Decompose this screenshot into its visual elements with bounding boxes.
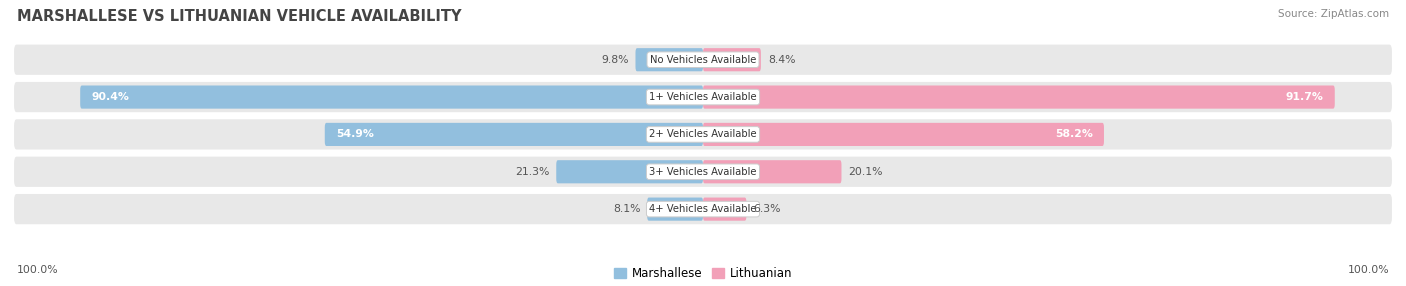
FancyBboxPatch shape bbox=[14, 82, 1392, 112]
FancyBboxPatch shape bbox=[557, 160, 703, 183]
Text: 8.1%: 8.1% bbox=[613, 204, 640, 214]
FancyBboxPatch shape bbox=[14, 157, 1392, 187]
Text: MARSHALLESE VS LITHUANIAN VEHICLE AVAILABILITY: MARSHALLESE VS LITHUANIAN VEHICLE AVAILA… bbox=[17, 9, 461, 23]
Text: 8.4%: 8.4% bbox=[768, 55, 796, 65]
Text: 54.9%: 54.9% bbox=[336, 130, 374, 139]
Text: 58.2%: 58.2% bbox=[1054, 130, 1092, 139]
Legend: Marshallese, Lithuanian: Marshallese, Lithuanian bbox=[609, 262, 797, 285]
FancyBboxPatch shape bbox=[703, 123, 1104, 146]
FancyBboxPatch shape bbox=[80, 86, 703, 109]
Text: 9.8%: 9.8% bbox=[602, 55, 628, 65]
Text: 20.1%: 20.1% bbox=[848, 167, 883, 177]
FancyBboxPatch shape bbox=[636, 48, 703, 71]
FancyBboxPatch shape bbox=[703, 198, 747, 221]
Text: Source: ZipAtlas.com: Source: ZipAtlas.com bbox=[1278, 9, 1389, 19]
FancyBboxPatch shape bbox=[325, 123, 703, 146]
Text: 100.0%: 100.0% bbox=[1347, 265, 1389, 275]
FancyBboxPatch shape bbox=[14, 45, 1392, 75]
Text: No Vehicles Available: No Vehicles Available bbox=[650, 55, 756, 65]
FancyBboxPatch shape bbox=[14, 119, 1392, 150]
Text: 91.7%: 91.7% bbox=[1286, 92, 1323, 102]
Text: 4+ Vehicles Available: 4+ Vehicles Available bbox=[650, 204, 756, 214]
FancyBboxPatch shape bbox=[703, 86, 1334, 109]
FancyBboxPatch shape bbox=[14, 194, 1392, 224]
Text: 3+ Vehicles Available: 3+ Vehicles Available bbox=[650, 167, 756, 177]
FancyBboxPatch shape bbox=[647, 198, 703, 221]
Text: 6.3%: 6.3% bbox=[754, 204, 780, 214]
Text: 2+ Vehicles Available: 2+ Vehicles Available bbox=[650, 130, 756, 139]
FancyBboxPatch shape bbox=[703, 48, 761, 71]
Text: 21.3%: 21.3% bbox=[515, 167, 550, 177]
Text: 1+ Vehicles Available: 1+ Vehicles Available bbox=[650, 92, 756, 102]
Text: 90.4%: 90.4% bbox=[91, 92, 129, 102]
FancyBboxPatch shape bbox=[703, 160, 841, 183]
Text: 100.0%: 100.0% bbox=[17, 265, 59, 275]
